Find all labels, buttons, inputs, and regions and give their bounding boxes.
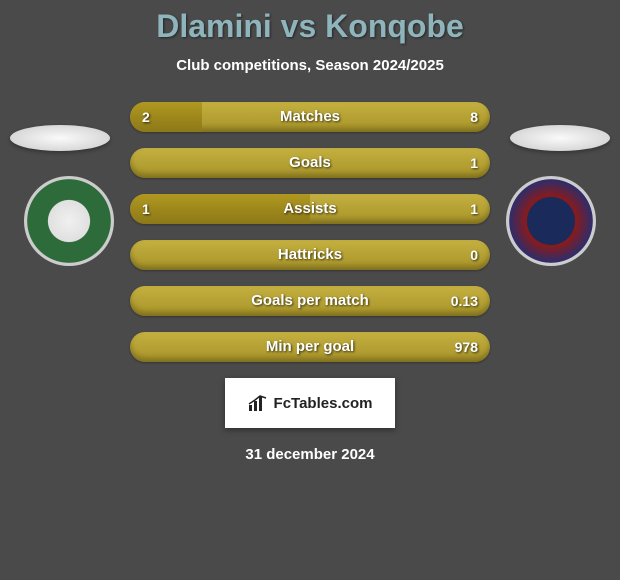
source-label: FcTables.com <box>274 395 373 412</box>
player-marker-right <box>510 125 610 151</box>
page-title: Dlamini vs Konqobe <box>0 8 620 45</box>
source-badge[interactable]: FcTables.com <box>225 378 395 428</box>
stat-value-right: 8 <box>470 102 478 132</box>
stat-bar-goals-per-match: Goals per match 0.13 <box>130 286 490 316</box>
stat-label: Goals <box>130 148 490 178</box>
stat-bar-assists: 1 Assists 1 <box>130 194 490 224</box>
stat-label: Min per goal <box>130 332 490 362</box>
stat-label: Hattricks <box>130 240 490 270</box>
club-crest-right <box>506 176 596 266</box>
club-crest-left <box>24 176 114 266</box>
stat-value-right: 0 <box>470 240 478 270</box>
chart-icon <box>248 395 268 411</box>
stat-value-right: 978 <box>455 332 478 362</box>
stat-value-right: 1 <box>470 194 478 224</box>
stat-bars: 2 Matches 8 Goals 1 1 Assists 1 Hattrick… <box>130 102 490 362</box>
subtitle: Club competitions, Season 2024/2025 <box>0 57 620 74</box>
stat-label: Matches <box>130 102 490 132</box>
stat-value-right: 0.13 <box>451 286 478 316</box>
stat-bar-goals: Goals 1 <box>130 148 490 178</box>
stat-label: Assists <box>130 194 490 224</box>
stat-value-right: 1 <box>470 148 478 178</box>
date-label: 31 december 2024 <box>0 446 620 463</box>
stat-bar-min-per-goal: Min per goal 978 <box>130 332 490 362</box>
stat-bar-hattricks: Hattricks 0 <box>130 240 490 270</box>
comparison-card: Dlamini vs Konqobe Club competitions, Se… <box>0 0 620 463</box>
player-marker-left <box>10 125 110 151</box>
stat-bar-matches: 2 Matches 8 <box>130 102 490 132</box>
stat-label: Goals per match <box>130 286 490 316</box>
